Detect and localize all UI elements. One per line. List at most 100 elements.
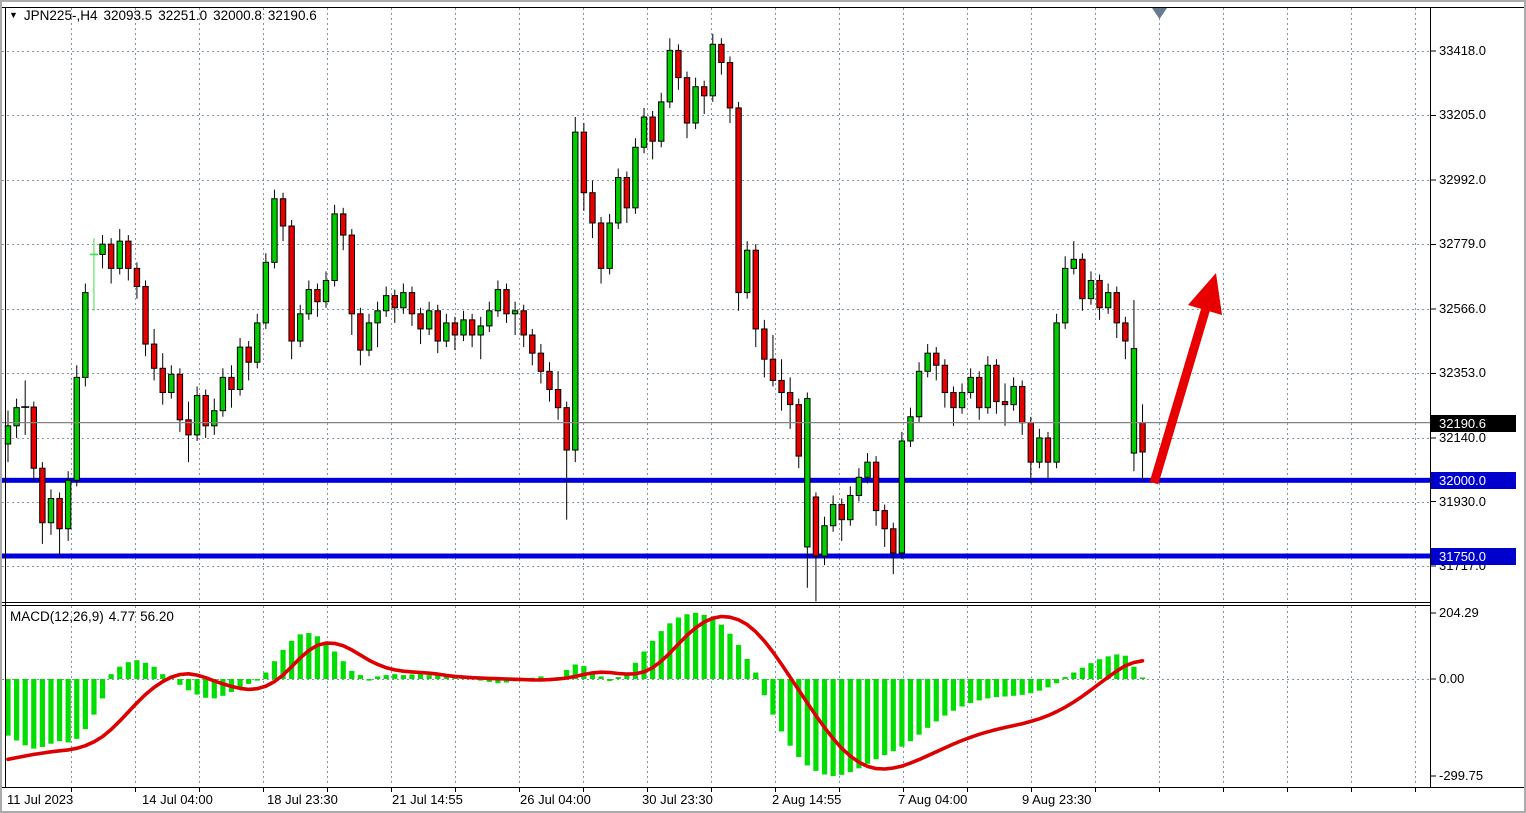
candle [649,116,656,142]
candle [116,240,123,269]
macd-bar [495,679,501,684]
macd-bar [349,670,355,679]
macd-histogram [5,612,1146,777]
macd-bar [160,674,166,679]
macd-bar [650,640,656,679]
macd-bar [486,679,492,682]
candle [804,398,811,548]
macd-bar [813,679,819,771]
macd-bar [374,676,381,679]
macd-bar [91,679,97,715]
macd-bar [194,679,200,695]
candle [477,325,484,336]
candle [546,370,553,390]
macd-bar [830,679,836,777]
macd-bar [220,679,226,696]
macd-bar [993,679,1000,698]
candle [718,43,725,64]
candle [107,243,115,269]
candle [1139,422,1146,453]
candle [958,392,966,409]
macd-bar [899,679,905,747]
macd-bar [778,679,785,732]
candle [82,292,89,378]
candle [340,213,347,236]
support-line-31750[interactable] [2,553,1430,559]
support-lines[interactable] [2,477,1430,559]
macd-bar [22,679,28,746]
macd-bar [735,645,742,679]
low-value: 32000.8 [213,8,262,23]
macd-bar [753,672,759,679]
candle [984,364,992,409]
macd-bar [572,664,578,679]
candle [726,62,734,109]
candle [1113,292,1120,324]
period-separator-icon [1151,8,1169,27]
macd-bar [598,676,604,679]
trend-arrow[interactable] [1149,273,1222,485]
candle [1087,279,1095,300]
macd-bar [289,640,295,679]
candle [520,310,527,336]
macd-bar [280,649,286,679]
macd-bar [323,642,329,679]
macd-bar [271,661,278,679]
candle [692,86,699,124]
macd-bar [744,658,750,679]
macd-signal-value: 56.20 [140,609,174,624]
candle [202,395,209,427]
candle [640,116,648,148]
macd-bar [48,679,54,744]
candle [451,322,459,336]
grid-lines [2,8,1430,792]
candle [915,370,923,418]
macd-bar [383,675,389,679]
candle [1096,279,1103,309]
candle [211,410,218,427]
candle [683,77,691,124]
candle [976,376,983,409]
chart-title: ▼ JPN225-,H4 32093.5 32251.0 32000.8 32190.6 [9,8,317,23]
macd-bar [99,679,106,699]
candle [1053,322,1060,463]
candle [709,43,716,97]
candle [39,467,46,524]
macd-bar [246,679,252,684]
candle [795,404,802,457]
macd-bar [1139,677,1146,679]
candle [933,352,940,366]
candle [443,322,450,342]
candle [408,292,416,315]
symbol-dropdown-icon[interactable]: ▼ [9,10,18,20]
macd-bar [1079,667,1085,679]
candle [829,504,837,527]
candle [847,494,854,521]
last-price-badge: 32190.6 [1431,415,1516,432]
candlestick-series[interactable] [4,33,1146,602]
candle [47,497,55,524]
candle [486,310,493,327]
macd-bar [478,679,484,681]
candle [735,107,742,294]
support-line-32000[interactable] [2,477,1430,483]
macd-bar [177,679,183,685]
macd-bar [392,674,398,679]
macd-bar [658,631,664,679]
macd-bar [1028,679,1034,694]
macd-bar [761,679,767,696]
candle [30,406,37,469]
candle [778,379,785,394]
macd-bar [108,674,114,679]
candle [279,198,287,227]
macd-bar [254,679,260,681]
candle [890,528,897,554]
macd-bar [839,679,845,775]
candle [1070,258,1077,269]
macd-bar [117,666,123,679]
macd-bar [770,679,776,715]
macd-bar [1002,679,1008,697]
candle [297,313,304,342]
macd-bar [804,679,810,766]
